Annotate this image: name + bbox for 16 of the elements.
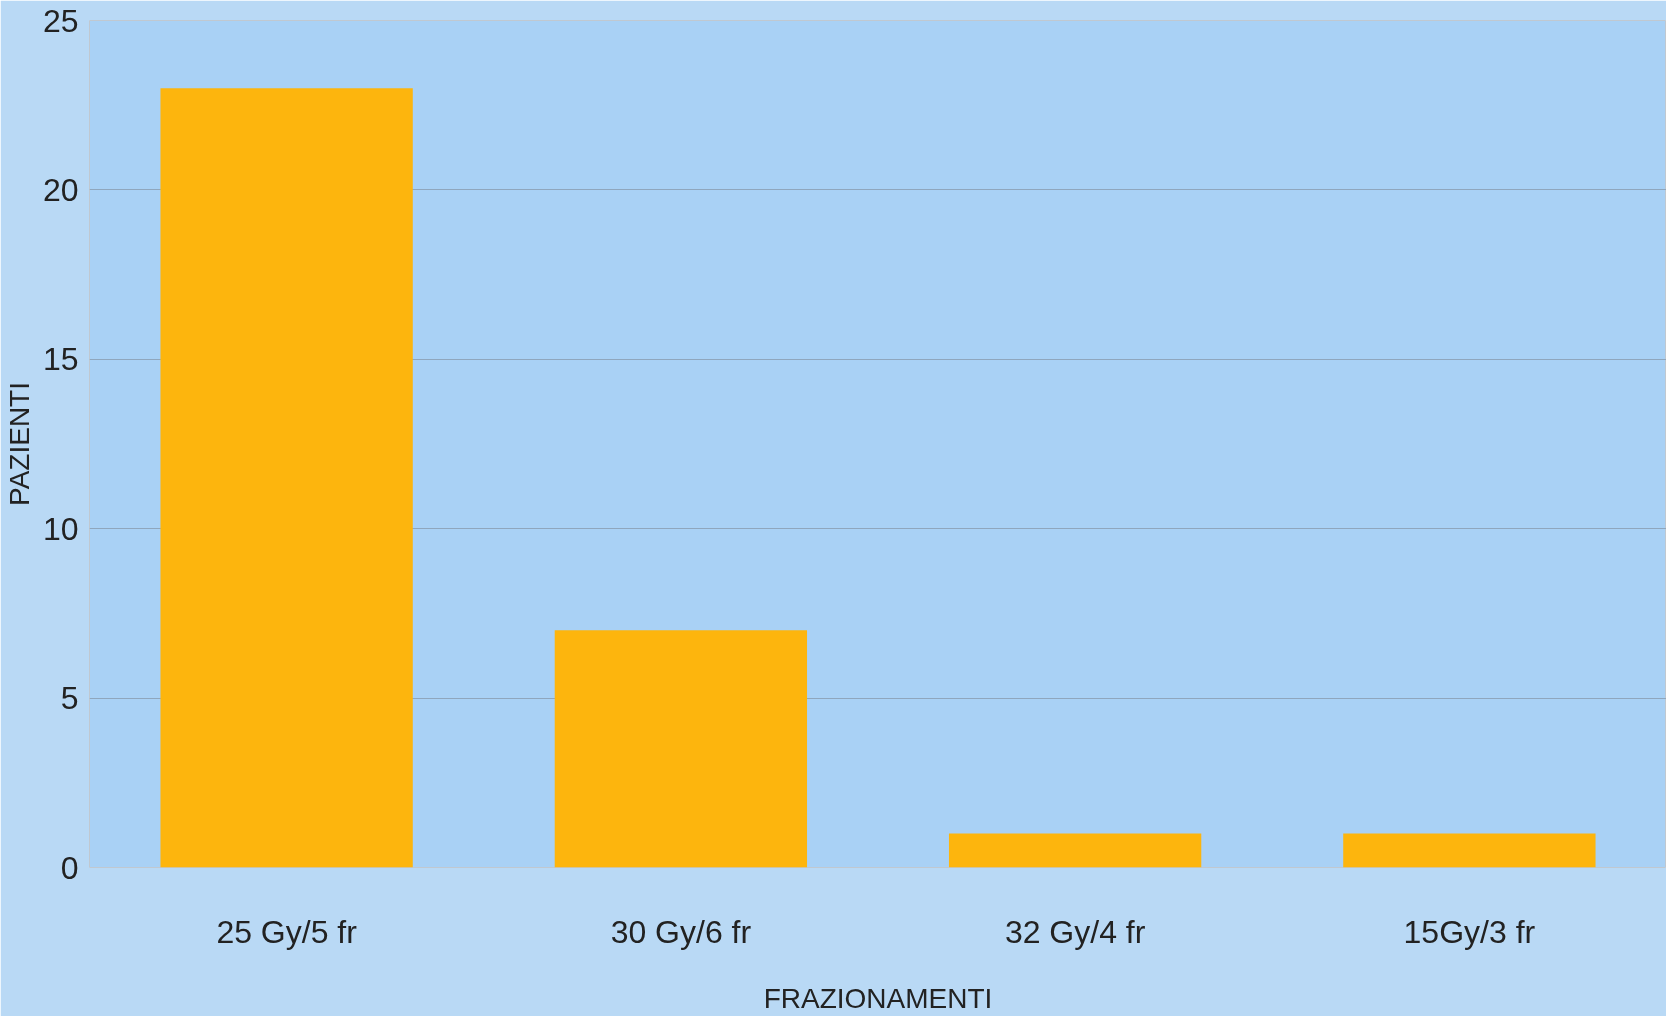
- bar: [554, 630, 808, 868]
- x-tick-label: 30 Gy/6 fr: [610, 913, 752, 950]
- y-axis-title: PAZIENTI: [3, 382, 35, 506]
- x-tick-label: 25 Gy/5 fr: [216, 913, 358, 950]
- x-tick-label: 32 Gy/4 fr: [1004, 913, 1146, 950]
- bar: [948, 833, 1202, 868]
- y-tick-label: 5: [60, 680, 79, 717]
- y-tick-label: 20: [42, 171, 79, 208]
- bar: [1343, 833, 1596, 868]
- bar: [160, 88, 413, 868]
- y-tick-label: 10: [42, 510, 79, 547]
- x-axis-title: FRAZIONAMENTI: [763, 982, 993, 1014]
- y-tick-label: 25: [42, 2, 79, 39]
- y-tick-label: 15: [42, 341, 79, 378]
- y-tick-label: 0: [60, 849, 79, 886]
- x-tick-label: 15Gy/3 fr: [1403, 913, 1536, 950]
